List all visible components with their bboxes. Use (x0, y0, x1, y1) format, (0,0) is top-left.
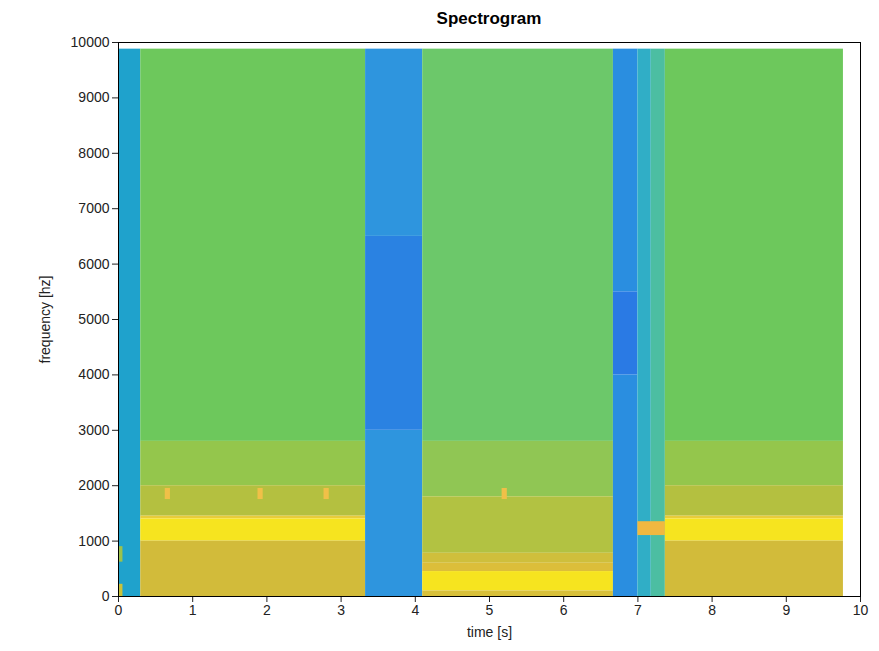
svg-text:10: 10 (853, 602, 869, 618)
svg-text:1000: 1000 (78, 533, 109, 549)
svg-text:8000: 8000 (78, 145, 109, 161)
svg-text:5000: 5000 (78, 311, 109, 327)
svg-text:9000: 9000 (78, 89, 109, 105)
svg-text:3: 3 (337, 602, 345, 618)
svg-text:2: 2 (263, 602, 271, 618)
svg-text:5: 5 (486, 602, 494, 618)
svg-text:7000: 7000 (78, 200, 109, 216)
svg-text:0: 0 (102, 588, 110, 604)
svg-text:0: 0 (115, 602, 123, 618)
svg-text:4000: 4000 (78, 366, 109, 382)
svg-text:6000: 6000 (78, 256, 109, 272)
svg-text:9: 9 (782, 602, 790, 618)
svg-text:time [s]: time [s] (467, 624, 512, 640)
svg-text:8: 8 (708, 602, 716, 618)
html-text:Spectrogram: Spectrogram (436, 9, 542, 28)
svg-text:4: 4 (411, 602, 419, 618)
svg-text:1: 1 (189, 602, 197, 618)
svg-text:3000: 3000 (78, 422, 109, 438)
svg-text:7: 7 (634, 602, 642, 618)
svg-text:6: 6 (560, 602, 568, 618)
svg-text:frequency [hz]: frequency [hz] (37, 276, 53, 364)
svg-text:2000: 2000 (78, 477, 109, 493)
svg-text:10000: 10000 (71, 34, 110, 50)
